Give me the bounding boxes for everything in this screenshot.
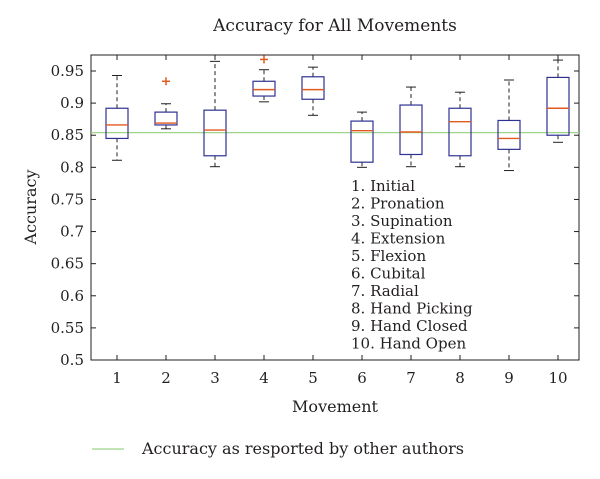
y-tick-label: 0.95 [51,62,84,80]
y-tick-label: 0.6 [60,287,84,305]
x-axis: 1 2 3 4 5 6 7 8 9 10 [112,55,568,387]
legend: Accuracy as resported by other authors [92,439,464,458]
y-tick-label: 0.85 [51,126,84,144]
box-movement-10 [546,59,570,143]
box-movement-8 [448,91,472,168]
interquartile-box [301,76,325,100]
x-tick-label: 2 [161,369,171,387]
interquartile-box [350,120,374,163]
interquartile-box [497,119,521,150]
outlier-marker [162,77,170,86]
box-movement-5 [301,66,325,116]
interquartile-box [448,107,472,157]
box-movement-7 [399,86,423,168]
y-axis-label: Accuracy [21,170,40,246]
x-tick-label: 3 [210,369,220,387]
interquartile-box [252,80,276,97]
box-movement-4 [252,55,276,103]
x-tick-label: 1 [112,369,122,387]
movement-key-item: 10. Hand Open [351,335,466,353]
movement-key-item: 5. Flexion [351,247,426,265]
movement-key-item: 6. Cubital [351,265,426,283]
plot-area-frame [90,54,580,361]
y-tick-label: 0.5 [60,351,84,369]
box-movement-1 [105,74,129,161]
y-tick-label: 0.55 [51,319,84,337]
y-tick-label: 0.7 [60,223,84,241]
y-tick-label: 0.9 [60,94,84,112]
box-movement-9 [497,79,521,172]
x-tick-label: 7 [406,369,416,387]
movement-key-item: 1. Initial [351,177,415,195]
movement-key-item: 8. Hand Picking [351,300,473,318]
legend-label: Accuracy as resported by other authors [141,439,464,458]
interquartile-box [105,107,129,140]
movement-key-item: 4. Extension [351,230,446,248]
chart-title: Accuracy for All Movements [212,16,457,36]
y-tick-label: 0.65 [51,255,84,273]
interquartile-box [546,76,570,136]
y-axis: 0.5 0.55 0.6 0.65 0.7 0.75 0.8 0.85 0.9 0.95 [51,62,579,369]
box-movement-2 [154,77,178,130]
movement-key-item: 9. Hand Closed [351,317,468,335]
interquartile-box [203,109,227,157]
box-movement-3 [203,60,227,168]
movement-key-item: 7. Radial [351,282,419,300]
movement-key-item: 3. Supination [351,212,453,230]
box-series [105,55,570,172]
x-tick-label: 9 [504,369,514,387]
x-tick-label: 10 [548,369,567,387]
x-tick-label: 6 [357,369,367,387]
interquartile-box [154,111,178,126]
x-axis-label: Movement [292,397,378,416]
interquartile-box [399,104,423,156]
y-tick-label: 0.75 [51,190,84,208]
x-tick-label: 5 [308,369,318,387]
y-tick-label: 0.8 [60,158,84,176]
movement-key-item: 2. Pronation [351,195,445,213]
outlier-marker [260,55,268,64]
box-movement-6 [350,111,374,168]
x-tick-label: 4 [259,369,269,387]
x-tick-label: 8 [455,369,465,387]
